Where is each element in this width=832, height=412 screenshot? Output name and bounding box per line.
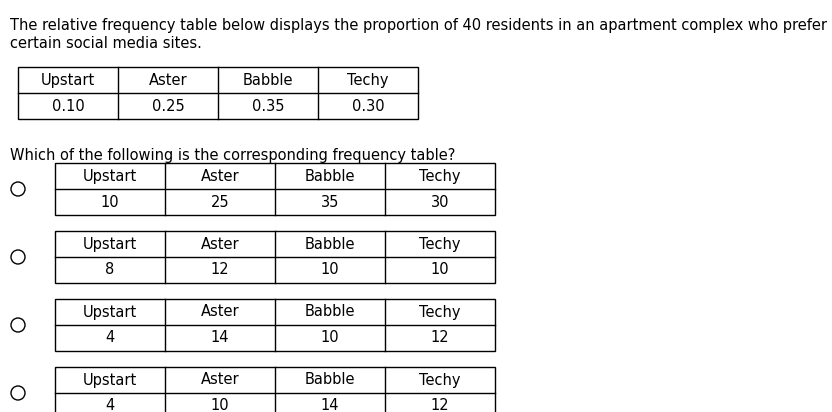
Text: Aster: Aster: [201, 236, 240, 251]
Text: certain social media sites.: certain social media sites.: [10, 36, 202, 51]
Text: Babble: Babble: [305, 169, 355, 183]
Text: 14: 14: [321, 398, 339, 412]
Text: The relative frequency table below displays the proportion of 40 residents in an: The relative frequency table below displ…: [10, 18, 827, 33]
Text: Babble: Babble: [243, 73, 293, 87]
Bar: [55, 299, 495, 351]
Text: 14: 14: [210, 330, 230, 346]
Text: 0.35: 0.35: [252, 98, 285, 113]
Text: Upstart: Upstart: [83, 169, 137, 183]
Text: Aster: Aster: [201, 304, 240, 319]
Text: Techy: Techy: [419, 169, 461, 183]
Text: Techy: Techy: [419, 304, 461, 319]
Text: Babble: Babble: [305, 304, 355, 319]
Text: 0.30: 0.30: [352, 98, 384, 113]
Text: Upstart: Upstart: [83, 304, 137, 319]
Text: Techy: Techy: [419, 372, 461, 388]
Bar: [55, 163, 495, 215]
Text: 35: 35: [321, 194, 339, 209]
Bar: [18, 67, 418, 119]
Text: 25: 25: [210, 194, 230, 209]
Text: 0.25: 0.25: [151, 98, 185, 113]
Text: 12: 12: [210, 262, 230, 278]
Text: Upstart: Upstart: [83, 372, 137, 388]
Text: Aster: Aster: [149, 73, 187, 87]
Text: Babble: Babble: [305, 372, 355, 388]
Text: 10: 10: [431, 262, 449, 278]
Bar: [55, 231, 495, 283]
Text: 30: 30: [431, 194, 449, 209]
Text: Upstart: Upstart: [83, 236, 137, 251]
Text: 4: 4: [106, 330, 115, 346]
Text: 8: 8: [106, 262, 115, 278]
Text: Aster: Aster: [201, 169, 240, 183]
Text: Techy: Techy: [419, 236, 461, 251]
Text: 12: 12: [431, 398, 449, 412]
Text: 10: 10: [320, 330, 339, 346]
Text: 0.10: 0.10: [52, 98, 84, 113]
Text: Babble: Babble: [305, 236, 355, 251]
Text: Techy: Techy: [347, 73, 389, 87]
Text: 10: 10: [210, 398, 230, 412]
Text: Upstart: Upstart: [41, 73, 95, 87]
Text: 4: 4: [106, 398, 115, 412]
Text: 10: 10: [320, 262, 339, 278]
Text: Which of the following is the corresponding frequency table?: Which of the following is the correspond…: [10, 148, 455, 163]
Bar: [55, 367, 495, 412]
Text: 12: 12: [431, 330, 449, 346]
Text: Aster: Aster: [201, 372, 240, 388]
Text: 10: 10: [101, 194, 119, 209]
